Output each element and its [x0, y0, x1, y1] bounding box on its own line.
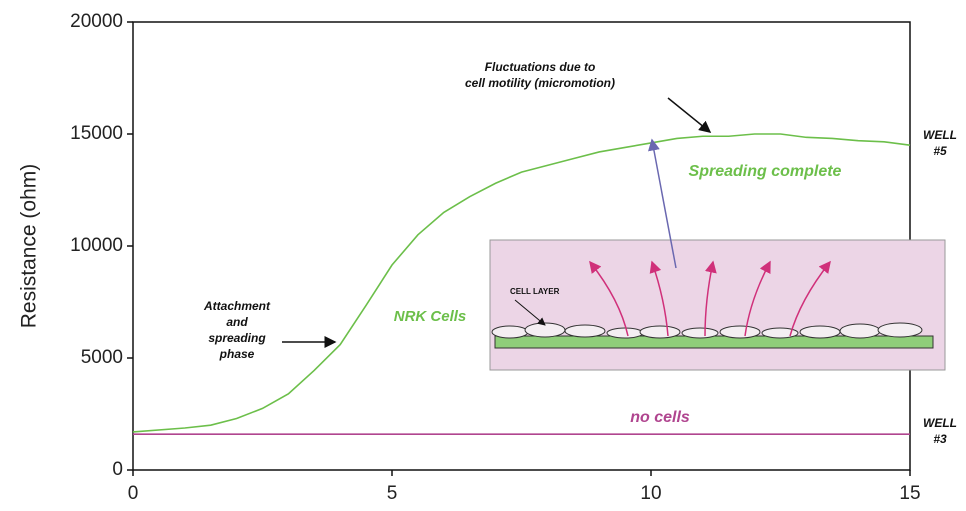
annotation: Attachment: [203, 299, 271, 313]
annotation: phase: [219, 347, 255, 361]
annotation: Spreading complete: [689, 163, 842, 180]
cells: [491, 322, 923, 339]
annotation: cell motility (micromotion): [465, 76, 615, 90]
inset: CELL LAYER: [489, 239, 946, 371]
series-label: NRK Cells: [394, 308, 467, 325]
x-tick-label: 10: [640, 483, 661, 504]
annotation: #5: [933, 144, 947, 158]
series-line: [132, 133, 911, 433]
series-label: no cells: [630, 409, 690, 426]
current-arrows: [589, 260, 831, 337]
y-tick-label: 10000: [70, 235, 123, 256]
x-tick-label: 0: [128, 483, 139, 504]
y-tick-label: 15000: [70, 123, 123, 144]
y-tick-label: 20000: [70, 11, 123, 32]
y-axis-label: Resistance (ohm): [18, 164, 41, 329]
cell-layer-arrow: [514, 299, 546, 326]
x-tick-label: 15: [899, 483, 920, 504]
fluctuation-arrow: [667, 97, 712, 133]
annotation: spreading: [208, 331, 266, 345]
annotation: #3: [933, 432, 947, 446]
spreading-arrow: [648, 138, 677, 269]
annotation: WELL: [923, 416, 957, 430]
y-tick-label: 0: [112, 459, 123, 480]
annotation: WELL: [923, 128, 957, 142]
annotation: and: [226, 315, 248, 329]
x-tick-label: 5: [387, 483, 398, 504]
cell-layer-label: CELL LAYER: [510, 287, 560, 296]
plot: 0 5000 10000 15000 20000 0 5 10 15: [70, 11, 920, 504]
inset-box: [489, 239, 946, 371]
annotation: Fluctuations due to: [485, 60, 596, 74]
y-tick-label: 5000: [81, 347, 123, 368]
